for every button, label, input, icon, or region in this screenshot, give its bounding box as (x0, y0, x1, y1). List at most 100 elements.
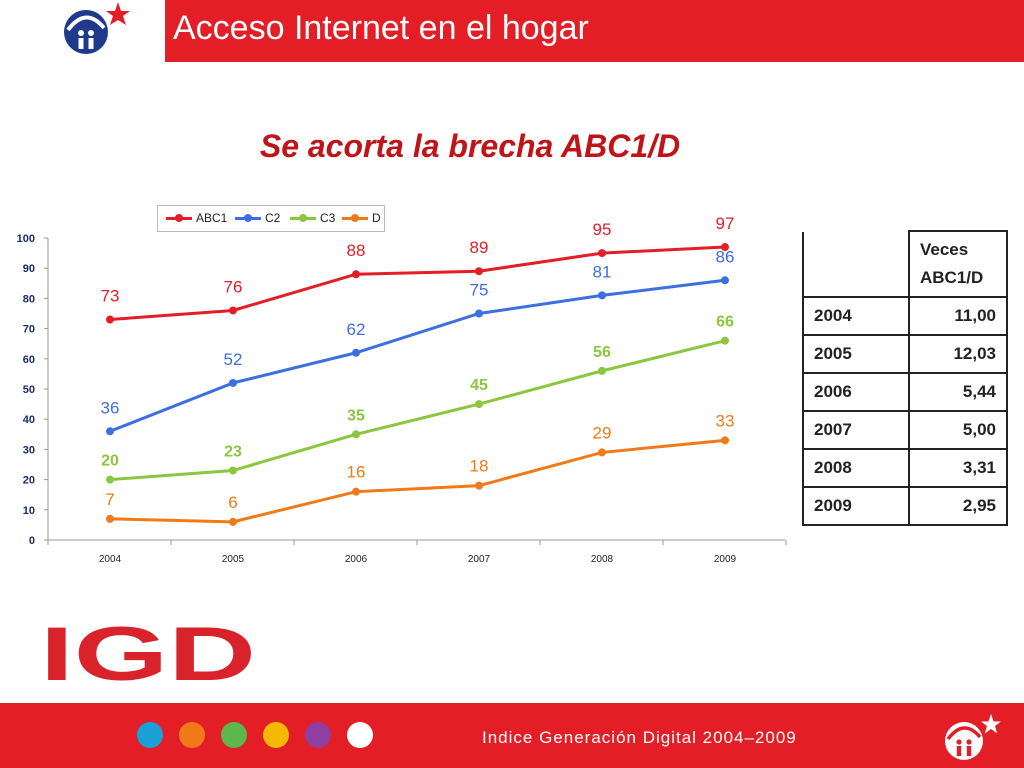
table-cell-value: 12,03 (908, 334, 1008, 374)
data-point (475, 267, 483, 276)
data-point (721, 276, 729, 285)
x-tick-label: 2008 (591, 554, 614, 565)
data-label: 97 (716, 214, 735, 233)
data-label: 29 (593, 423, 612, 442)
data-point (475, 481, 483, 490)
data-point (229, 466, 237, 475)
data-point (229, 306, 237, 315)
table-cell-year: 2005 (802, 334, 910, 374)
data-label: 81 (593, 262, 612, 281)
data-label: 20 (101, 453, 119, 470)
data-point (352, 270, 360, 279)
ratio-table: Veces ABC1/D 2004 11,00 2005 12,03 2006 5,4… (802, 230, 1008, 526)
slide-subtitle: Se acorta la brecha ABC1/D (259, 128, 681, 164)
y-tick-label: 20 (23, 475, 35, 487)
data-label: 23 (224, 444, 242, 461)
y-tick-label: 80 (23, 293, 35, 305)
line-chart: 0 10 20 30 40 50 60 70 80 90 100 2004 2005 2006 2007 20… (17, 214, 787, 565)
color-dot (137, 722, 163, 748)
table-cell-value: 5,00 (908, 410, 1008, 450)
table-row: 2007 5,00 (802, 410, 1008, 450)
data-label: 62 (347, 320, 366, 339)
data-point (475, 400, 483, 409)
data-label: 36 (101, 398, 120, 417)
x-tick-label: 2009 (714, 554, 737, 565)
data-point (598, 366, 606, 375)
y-tick-label: 40 (23, 414, 35, 426)
data-point (475, 309, 483, 318)
table-row: 2006 5,44 (802, 372, 1008, 412)
data-label: 89 (470, 238, 489, 257)
x-tick-label: 2007 (468, 554, 491, 565)
table-corner-cell (802, 230, 910, 298)
table-cell-year: 2006 (802, 372, 910, 412)
table-cell-value: 5,44 (908, 372, 1008, 412)
data-point (352, 487, 360, 496)
data-label: 73 (101, 287, 120, 306)
y-tick-label: 30 (23, 444, 35, 456)
footer-logo-icon (945, 714, 1001, 760)
chart-legend: ABC1 C2 C3 D (157, 205, 385, 232)
data-point (352, 348, 360, 357)
page-title: Acceso Internet en el hogar (173, 9, 589, 47)
color-dot (221, 722, 247, 748)
data-label: 66 (716, 314, 734, 331)
data-point (721, 336, 729, 345)
data-label: 88 (347, 241, 366, 260)
table-cell-year: 2007 (802, 410, 910, 450)
x-tick-label: 2006 (345, 554, 368, 565)
table-cell-year: 2009 (802, 486, 910, 526)
data-label: 6 (228, 493, 237, 512)
series-line-d (109, 438, 726, 524)
data-point (106, 514, 114, 523)
data-point (106, 315, 114, 324)
data-label: 45 (470, 377, 488, 394)
color-dot (263, 722, 289, 748)
color-dot (305, 722, 331, 748)
table-cell-year: 2004 (802, 296, 910, 336)
table-header-label: Veces ABC1/D (908, 230, 1008, 298)
data-point (598, 291, 606, 300)
table-row: 2004 11,00 (802, 296, 1008, 336)
table-cell-year: 2008 (802, 448, 910, 488)
data-point (352, 430, 360, 439)
series-line-abc1 (109, 245, 726, 322)
header-logo-icon (64, 2, 130, 54)
data-label: 16 (347, 463, 366, 482)
data-label: 86 (716, 247, 735, 266)
table-row: 2009 2,95 (802, 486, 1008, 526)
data-label: 75 (470, 281, 489, 300)
y-tick-label: 0 (29, 535, 35, 547)
data-point (106, 427, 114, 436)
y-tick-label: 50 (23, 384, 35, 396)
table-row: 2008 3,31 (802, 448, 1008, 488)
color-dot (347, 722, 373, 748)
table-cell-value: 2,95 (908, 486, 1008, 526)
y-tick-label: 60 (23, 354, 35, 366)
igd-logo: IGD (40, 618, 256, 688)
data-point (721, 243, 729, 252)
data-label: 56 (593, 344, 611, 361)
series-line-c2 (109, 278, 726, 433)
y-tick-label: 90 (23, 263, 35, 275)
y-tick-label: 70 (23, 324, 35, 336)
table-row: 2005 12,03 (802, 334, 1008, 374)
x-tick-label: 2005 (222, 554, 245, 565)
data-point (598, 448, 606, 457)
x-tick-label: 2004 (99, 554, 122, 565)
color-dot (179, 722, 205, 748)
data-label: 95 (593, 220, 612, 239)
data-point (598, 249, 606, 258)
data-point (229, 378, 237, 387)
data-point (229, 517, 237, 526)
data-label: 35 (347, 407, 365, 424)
table-cell-value: 3,31 (908, 448, 1008, 488)
series-line-c3 (109, 339, 726, 482)
y-tick-label: 100 (17, 233, 35, 245)
data-label: 52 (224, 350, 243, 369)
footer-text: Indice Generación Digital 2004–2009 (482, 728, 797, 747)
data-label: 76 (224, 277, 243, 296)
footer-bar (0, 703, 1024, 768)
data-label: 33 (716, 411, 735, 430)
y-tick-label: 10 (23, 505, 35, 517)
